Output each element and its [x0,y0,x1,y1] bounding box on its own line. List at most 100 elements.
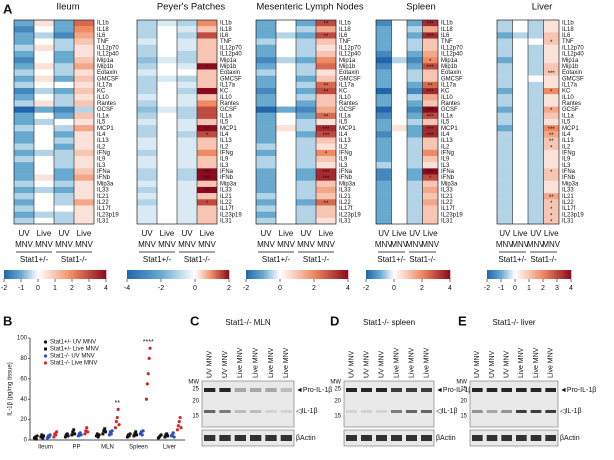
heat-cell [157,156,178,163]
heat-cell [376,137,392,144]
lane-label: Live MNV [408,347,415,378]
colorbar-step [9,270,12,279]
colorbar-step [188,270,192,279]
column-label: MNV [35,240,53,249]
heat-cell [14,69,35,76]
point [66,434,70,438]
heat-cell [197,125,218,132]
colorbar-step [317,270,321,279]
heat-cell [34,69,55,76]
row-label: Eotaxin [97,70,117,76]
heat-cell [543,131,560,138]
heat-cell [497,118,513,126]
heat-cell [497,94,513,101]
point [113,426,118,430]
colorbar-step [522,270,526,279]
heat-cell [54,174,75,181]
heat-cell [34,26,55,33]
colorbar-step [493,270,496,279]
row-label: GMCSF [562,76,584,82]
column-label: MNV [55,240,73,249]
heat-cell [177,186,198,194]
heat-cell [137,50,158,58]
row-label: IL21 [220,194,232,200]
heat-cell [543,205,560,212]
colorbar-step [65,270,69,279]
heat-cell [497,156,513,163]
heat-cell [391,26,408,33]
heat-cell [14,149,35,157]
row-label: IL3 [339,163,348,169]
row-label: IL12p40 [97,52,119,58]
heat-cell [177,44,198,52]
colorbar-step [342,270,346,279]
heat-cell [528,168,544,175]
heat-cell [197,168,218,175]
heat-cell [543,38,560,45]
heat-cell [422,69,439,76]
heat-cell [137,199,158,206]
heat-cell [276,106,297,113]
heat-cell [256,180,277,188]
group-label: Stat1+/- [143,255,172,264]
heat-cell [407,32,423,39]
heat-cell [296,186,317,194]
row-label: IFNa [562,169,576,175]
lane-label: UV MNV [474,350,481,378]
heat-cell [276,149,297,157]
heat-cell [422,137,439,144]
heat-cell [177,20,198,27]
heat-cell [407,106,423,113]
heat-cell [197,94,218,101]
column-label: UV [409,229,421,238]
colorbar-step [299,270,303,279]
row-label: IL13 [339,138,351,144]
heat-cell [376,50,392,58]
significance: *** [203,170,211,176]
heat-cell [197,100,218,107]
heat-cell [296,88,317,95]
band-label: βActin [560,435,580,442]
y-tick-label: 100 [17,336,28,342]
colorbar-step [560,270,563,279]
heat-cell [14,186,35,194]
row-label: IL21 [97,194,109,200]
row-label: GCSF [441,107,458,113]
colorbar-step [226,270,230,279]
band [406,435,417,441]
column-label: UV [18,229,30,238]
colorbar-step [200,270,204,279]
band-label: ◁IL-1β [296,408,317,415]
heat-cell [54,149,75,157]
heat-cell [528,63,544,70]
significance: ** [205,127,210,133]
band [265,388,277,392]
heat-cell [54,217,75,225]
heat-cell [543,112,560,120]
legend-label: Stat1-/- Live MNV [50,361,97,367]
point [116,407,120,411]
row-label: IL17f [441,206,455,212]
legend-label: Stat1+/- UV MNV [50,340,96,346]
row-label: Mip3a [97,181,114,187]
heat-cell [34,118,55,126]
heat-cell [376,156,392,163]
heat-cell [177,112,198,120]
row-label: Rantes [441,101,460,107]
heat-cell [528,162,544,169]
row-label: IL18 [97,27,109,33]
row-label: IL9 [441,157,450,163]
row-label: IL4 [339,132,348,138]
heat-cell [422,199,439,206]
colorbar-tick-label: 4 [569,285,573,292]
row-label: Mip1a [562,58,579,64]
colorbar-step [380,270,384,279]
colorbar-tick-label: 0 [278,285,282,292]
heat-cell [137,26,158,33]
heat-cell [316,137,337,144]
heat-cell [256,125,277,132]
heat-cell [256,26,277,33]
heat-cell [543,88,560,95]
heat-cell [497,199,513,206]
row-label: IL18 [339,27,351,33]
